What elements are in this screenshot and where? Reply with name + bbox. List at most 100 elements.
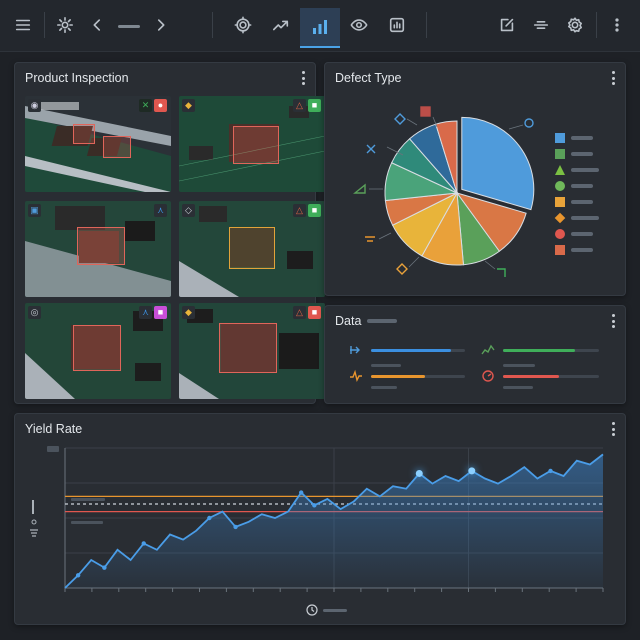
defect-type-icon (353, 183, 366, 194)
panel-title: Data (335, 314, 362, 328)
pulse-icon (350, 369, 362, 383)
page-indicator (118, 25, 140, 28)
trend-icon[interactable] (266, 10, 296, 40)
diamond-icon: ◆ (182, 306, 195, 319)
time-range-label (323, 609, 347, 612)
yield-area (65, 454, 603, 588)
defect-box[interactable] (219, 323, 277, 373)
metric-caption (371, 386, 397, 389)
warning-icon[interactable]: △ (293, 99, 306, 112)
toolbar-divider (426, 12, 427, 38)
chip-icon: ▣ (28, 204, 41, 217)
pie-slice[interactable] (461, 116, 535, 211)
defect-type-icon (524, 118, 534, 128)
panel-menu-icon[interactable] (611, 71, 615, 85)
edit-icon[interactable] (492, 10, 522, 40)
warning-icon[interactable]: △ (293, 204, 306, 217)
axis-label-placeholder (71, 498, 105, 501)
data-point[interactable] (233, 524, 238, 530)
legend-item (555, 133, 611, 143)
axis-marker (32, 500, 34, 514)
camera-icon: ◉ (28, 99, 41, 112)
clock-icon[interactable] (306, 604, 318, 616)
legend-item (555, 245, 611, 255)
defect-type-icon (420, 106, 431, 117)
bar-chart-icon[interactable] (300, 8, 340, 48)
title-placeholder (367, 319, 397, 323)
data-point[interactable] (548, 468, 553, 474)
defect-type-icon (365, 236, 375, 242)
legend-item (555, 181, 611, 191)
data-point[interactable] (415, 469, 423, 477)
warning-icon[interactable]: △ (293, 306, 306, 319)
data-point[interactable] (207, 515, 212, 521)
defect-box[interactable] (77, 227, 125, 265)
status-icon[interactable]: ■ (308, 204, 321, 217)
metric-bar (371, 349, 465, 352)
status-icon[interactable]: ■ (308, 99, 321, 112)
chevron-left-icon[interactable] (82, 10, 112, 40)
defect-box[interactable] (73, 124, 95, 144)
defect-box[interactable] (73, 325, 121, 371)
defect-box[interactable] (229, 227, 275, 269)
inspection-tile[interactable]: ◎ ⋏ ■ (25, 303, 171, 399)
panel-title: Yield Rate (25, 422, 83, 436)
report-icon[interactable] (382, 10, 412, 40)
settings-icon[interactable] (560, 10, 590, 40)
inspection-tile[interactable]: ◉ ✕ ● (25, 96, 171, 192)
legend-item (555, 149, 611, 159)
yield-rate-panel: Yield Rate (14, 413, 626, 625)
defect-type-icon (366, 144, 376, 154)
close-icon[interactable]: ✕ (139, 99, 152, 112)
panel-title: Product Inspection (25, 71, 129, 85)
status-icon[interactable]: ■ (154, 306, 167, 319)
more-icon[interactable] (602, 10, 632, 40)
inspection-tile[interactable]: ◆ △ ■ (179, 303, 325, 399)
toolbar-divider (596, 12, 597, 38)
defect-box[interactable] (103, 136, 131, 158)
panel-title: Defect Type (335, 71, 402, 85)
gear-icon[interactable] (50, 10, 80, 40)
data-point[interactable] (141, 541, 146, 546)
metric-caption (503, 364, 535, 367)
alert-icon[interactable]: ■ (308, 306, 321, 319)
filter-icon[interactable] (526, 10, 556, 40)
diamond-icon: ◆ (182, 99, 195, 112)
settings-icon[interactable] (228, 10, 258, 40)
top-toolbar (0, 0, 640, 52)
person-icon[interactable]: ⋏ (154, 204, 167, 217)
legend-item (555, 165, 611, 175)
data-point[interactable] (468, 467, 476, 475)
data-point[interactable] (298, 490, 304, 495)
toolbar-divider (44, 12, 45, 38)
data-point[interactable] (75, 573, 81, 578)
yield-line (64, 453, 604, 589)
gauge-icon (482, 370, 494, 382)
data-panel: Data (324, 305, 626, 404)
y-axis-icon (30, 519, 38, 537)
defect-type-panel: Defect Type (324, 62, 626, 296)
menu-icon[interactable] (8, 10, 38, 40)
data-point[interactable] (102, 565, 107, 570)
flow-icon (350, 346, 360, 354)
panel-menu-icon[interactable] (611, 422, 615, 436)
inspection-tile[interactable]: ◇ △ ■ (179, 201, 325, 297)
panel-menu-icon[interactable] (301, 71, 305, 85)
data-point[interactable] (312, 503, 317, 508)
metric-caption (503, 386, 533, 389)
inspection-tile[interactable]: ▣ ⋏ (25, 201, 171, 297)
panel-menu-icon[interactable] (611, 314, 615, 328)
inspection-tile[interactable]: ◆ △ ■ (179, 96, 325, 192)
axis-label-placeholder (71, 521, 103, 524)
axis-label-placeholder (47, 446, 59, 452)
legend-item (555, 229, 611, 239)
legend-item (554, 212, 611, 224)
legend-item (555, 197, 611, 207)
alert-icon[interactable]: ● (154, 99, 167, 112)
chevron-right-icon[interactable] (146, 10, 176, 40)
defect-box[interactable] (233, 126, 279, 164)
metric-bar (503, 375, 599, 378)
diamond-outline-icon: ◇ (182, 204, 195, 217)
eye-icon[interactable] (344, 10, 374, 40)
person-icon[interactable]: ⋏ (139, 306, 152, 319)
